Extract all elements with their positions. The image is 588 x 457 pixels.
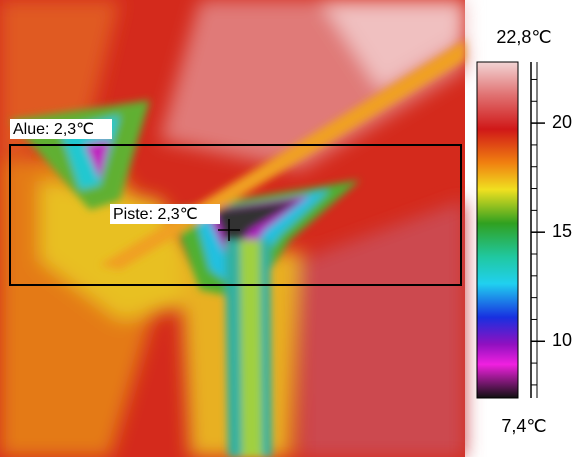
color-bar bbox=[477, 62, 518, 398]
tick-label: 15 bbox=[552, 221, 572, 241]
thermal-view: Alue: 2,3℃ Piste: 2,3℃ 22,8℃ 7,4℃ 20 15 10 bbox=[0, 0, 588, 457]
color-scale: 22,8℃ 7,4℃ 20 15 10 bbox=[477, 27, 572, 436]
thermal-image: Alue: 2,3℃ Piste: 2,3℃ bbox=[0, 0, 465, 457]
tick-label: 10 bbox=[552, 330, 572, 350]
scale-min: 7,4℃ bbox=[501, 416, 546, 436]
tick-label: 20 bbox=[552, 112, 572, 132]
spot-label: Piste: 2,3℃ bbox=[113, 206, 198, 223]
thermal-screen: Alue: 2,3℃ Piste: 2,3℃ 22,8℃ 7,4℃ 20 15 10 bbox=[0, 0, 588, 457]
scale-max: 22,8℃ bbox=[496, 27, 551, 47]
area-label: Alue: 2,3℃ bbox=[13, 121, 94, 138]
